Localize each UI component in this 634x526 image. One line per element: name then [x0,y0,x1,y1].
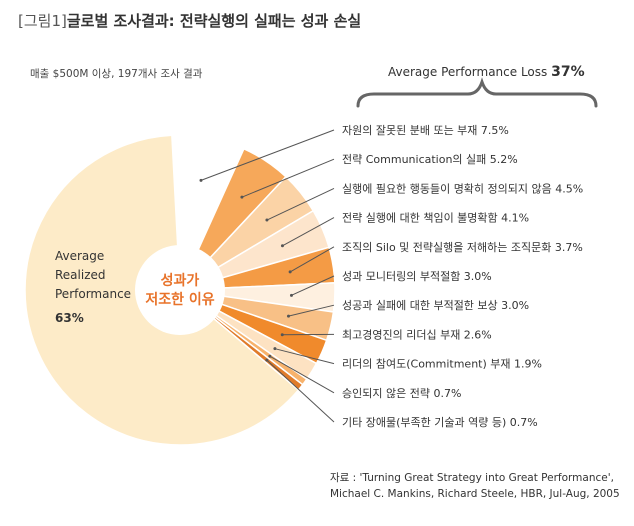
main-slice-name-1: Average [55,249,104,263]
performance-loss-text: Average Performance Loss [388,65,548,79]
main-slice-value: 63% [55,311,84,325]
slice-label-6: 성과 모니터링의 부적절함 3.0% [342,270,492,283]
leader-lines [199,129,335,423]
slice-label-7: 성공과 실패에 대한 부적절한 보상 3.0% [342,299,529,312]
center-label-line2: 저조한 이유 [145,291,214,308]
source-line-1: 자료 : 'Turning Great Strategy into Great … [330,472,614,484]
leader-line-10 [269,355,335,394]
survey-subtitle: 매출 $500M 이상, 197개사 조사 결과 [30,68,203,80]
source-citation: 자료 : 'Turning Great Strategy into Great … [330,470,620,502]
slice-labels: 자원의 잘못된 분배 또는 부재 7.5% 전략 Communication의 실… [342,124,583,429]
leader-line-11 [266,359,335,423]
main-slice-name-3: Performance [55,287,131,301]
center-circle [135,245,225,335]
slice-label-8: 최고경영진의 리더십 부재 2.6% [342,328,492,341]
leader-dot-4 [280,244,284,248]
leader-dot-7 [286,314,290,318]
leader-dot-2 [240,195,244,199]
leader-line-4 [282,217,335,247]
figure-title-text: 글로벌 조사결과: 전략실행의 실패는 성과 손실 [66,12,362,30]
figure-title: [그림1]글로벌 조사결과: 전략실행의 실패는 성과 손실 [18,10,361,31]
leader-dot-8 [280,333,284,337]
leader-line-3 [266,187,335,221]
leader-line-1 [200,129,335,181]
slice-label-3: 실행에 필요한 행동들이 명확히 정의되지 않음 4.5% [342,181,583,195]
leader-dot-5 [288,270,292,274]
leader-dot-6 [289,293,293,297]
slice-label-9: 리더의 참여도(Commitment) 부재 1.9% [342,358,542,371]
source-line-2: Michael C. Mankins, Richard Steele, HBR,… [330,488,620,500]
slice-label-1: 자원의 잘못된 분배 또는 부재 7.5% [342,124,509,137]
performance-loss-value: 37% [551,64,585,80]
leader-dot-1 [199,178,203,182]
leader-dot-9 [273,347,277,351]
performance-loss-label: Average Performance Loss 37% [388,64,585,80]
slice-label-10: 승인되지 않은 전략 0.7% [342,387,461,400]
slice-label-5: 조직의 Silo 및 전략실행을 저해하는 조직문화 3.7% [342,240,583,254]
leader-line-7 [288,304,335,317]
center-label-line1: 성과가 [161,273,200,289]
leader-line-9 [274,348,335,365]
leader-line-5 [289,246,335,273]
leader-dot-11 [265,358,269,362]
leader-dot-3 [265,218,269,222]
figure-tag: [그림1] [18,12,67,30]
leader-dot-10 [268,354,272,358]
slice-label-11: 기타 장애물(부족한 기술과 역량 등) 0.7% [342,416,538,429]
leader-line-6 [291,275,335,296]
loss-brace [356,77,598,108]
slice-label-4: 전략 실행에 대한 책임이 불명확함 4.1% [342,212,529,225]
slice-label-2: 전략 Communication의 실패 5.2% [342,153,518,166]
leader-line-2 [241,158,335,198]
main-slice-label: Average Realized Performance 63% [55,249,131,325]
main-slice-name-2: Realized [55,268,106,282]
